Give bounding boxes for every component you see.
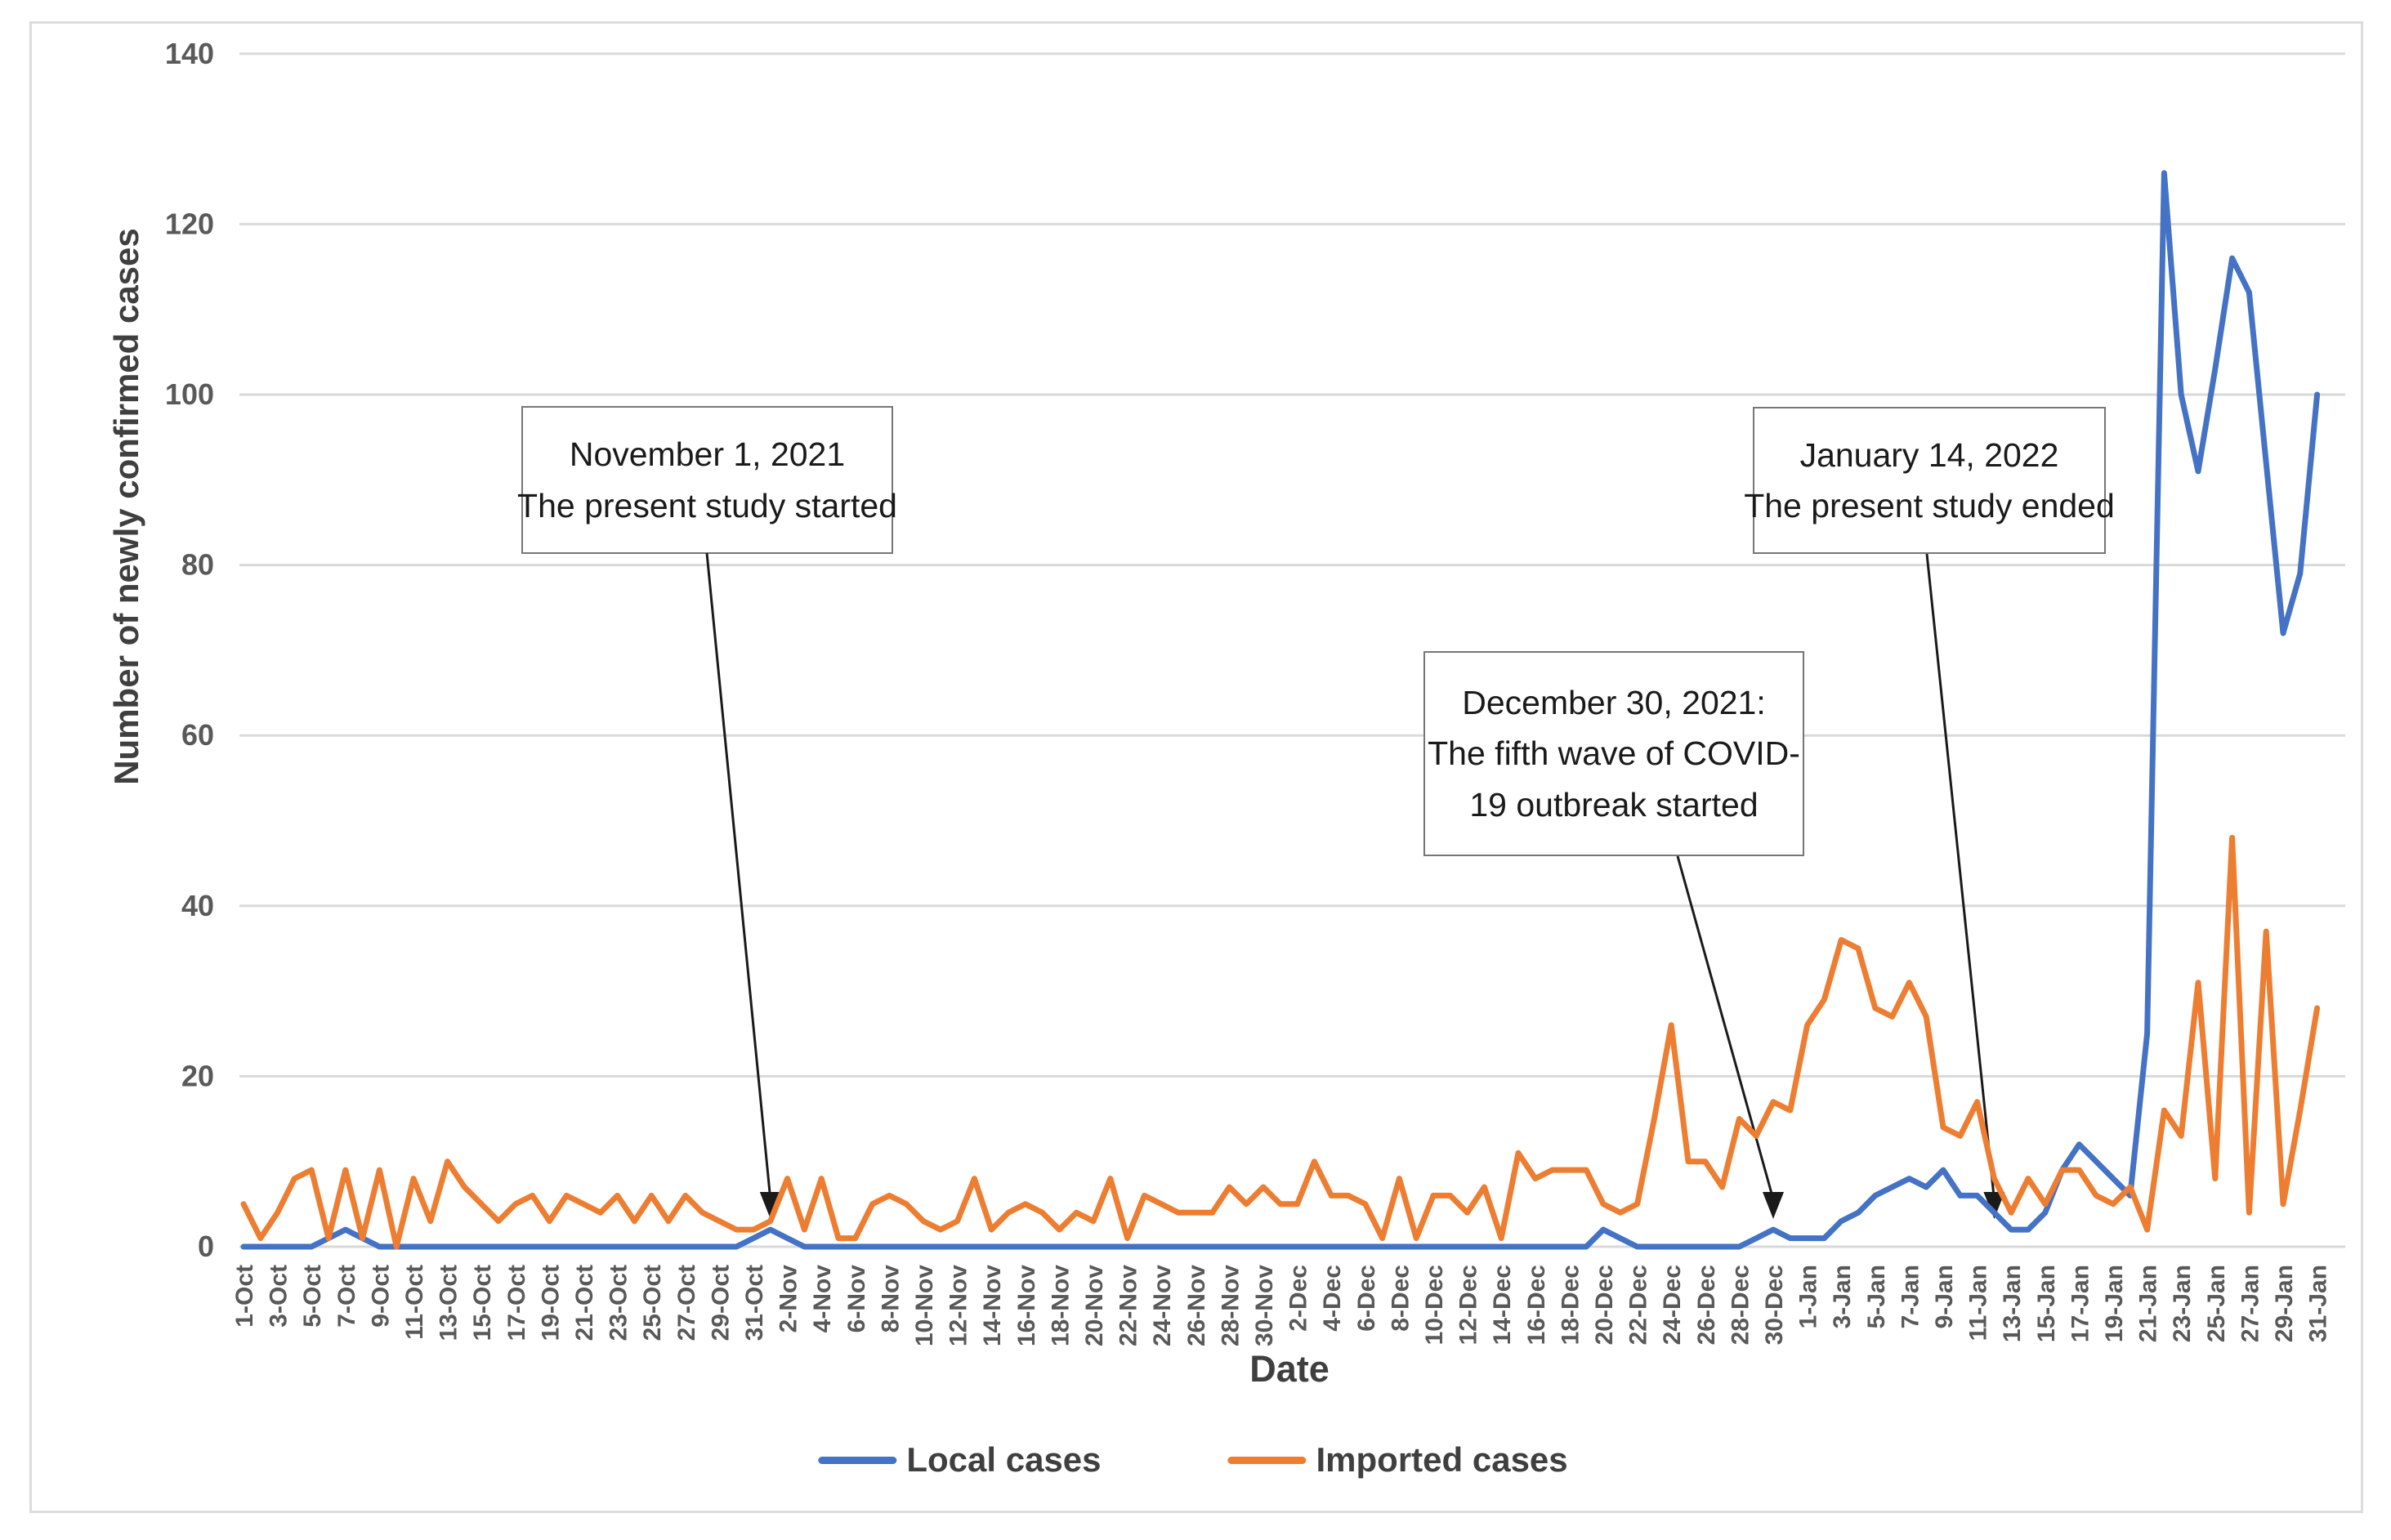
y-axis-title: Number of newly confirmed cases — [107, 228, 145, 785]
annotation-line: The fifth wave of COVID- — [1428, 734, 1800, 773]
annotation-fifth-wave: December 30, 2021: The fifth wave of COV… — [1423, 651, 1804, 856]
imported-cases-line-swatch — [1227, 1456, 1307, 1464]
x-axis-title: Date — [1249, 1348, 1330, 1390]
annotation-line: January 14, 2022 — [1799, 435, 2059, 474]
annotation-line: The present study ended — [1744, 487, 2115, 524]
annotation-line: November 1, 2021 — [569, 435, 846, 474]
annotation-study-ended: January 14, 2022 The present study ended — [1744, 407, 2115, 554]
annotation-line: The present study started — [517, 486, 897, 524]
legend-item-local-cases: Local cases — [818, 1440, 1102, 1480]
annotation-study-started: November 1, 2021 The present study start… — [517, 406, 897, 554]
chart-outer-border — [29, 21, 2363, 1513]
legend-item-imported-cases: Imported cases — [1227, 1440, 1568, 1480]
chart-legend: Local cases Imported cases — [818, 1440, 1568, 1480]
legend-label: Local cases — [906, 1440, 1102, 1479]
local-cases-line-swatch — [818, 1456, 897, 1464]
annotation-line: December 30, 2021: — [1462, 684, 1766, 722]
legend-label: Imported cases — [1316, 1440, 1568, 1479]
annotation-line: 19 outbreak started — [1469, 785, 1759, 824]
